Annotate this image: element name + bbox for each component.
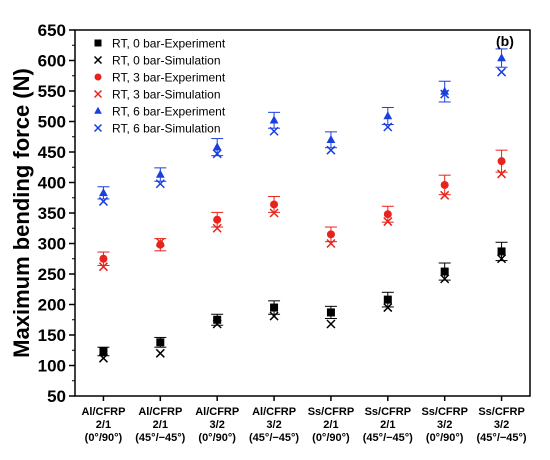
y-tick-label: 450: [38, 143, 66, 162]
data-point: [383, 217, 393, 227]
data-point: [326, 230, 335, 239]
x-tick-label: Al/CFRP 3/2 (0°/90°): [195, 406, 239, 444]
y-axis-label: Maximum bending force (N): [9, 68, 34, 358]
data-point: [383, 303, 393, 313]
legend-item: RT, 6 bar-Experiment: [94, 105, 226, 119]
y-tick-label: 600: [38, 52, 66, 71]
series-1: [97, 241, 508, 357]
x-tick-label: Ss/CFRP 3/2 (45°/−45°): [477, 406, 527, 444]
axes: 50 100 150 200 250 300 350 400 450 500 550 600 650 Al…: [38, 21, 531, 444]
y-tick-label: 650: [38, 21, 66, 40]
data-point: [383, 295, 392, 304]
legend-marker: [94, 39, 102, 47]
data-point: [440, 180, 449, 189]
data-point: [99, 254, 108, 263]
x-tick-label: Al/CFRP 3/2 (45°/−45°): [249, 406, 299, 444]
y-tick-label: 300: [38, 235, 66, 254]
data-point: [326, 238, 336, 249]
legend-label: RT, 6 bar-Simulation: [112, 122, 221, 136]
legend-marker: [93, 55, 103, 65]
legend-marker: [94, 106, 102, 114]
data-point: [440, 89, 450, 99]
data-point: [213, 215, 222, 224]
data-point: [440, 190, 450, 200]
legend-item: RT, 3 bar-Experiment: [94, 71, 226, 85]
data-point: [497, 247, 506, 256]
data-point: [212, 319, 222, 329]
data-point: [212, 142, 222, 151]
data-point: [440, 267, 449, 276]
data-point: [156, 240, 165, 249]
y-tick-label: 200: [38, 296, 66, 315]
legend-marker: [93, 89, 103, 99]
x-tick-label: Ss/CFRP 2/1 (0°/90°): [308, 406, 354, 444]
x-tick-label: Ss/CFRP 3/2 (0°/90°): [421, 406, 467, 444]
series-4: [98, 169, 507, 272]
data-point: [269, 311, 279, 321]
legend-label: RT, 0 bar-Experiment: [112, 37, 226, 51]
data-point: [155, 237, 165, 247]
data-point: [212, 223, 222, 233]
data-point: [326, 145, 336, 155]
series-5: [97, 48, 508, 200]
y-tick-label: 400: [38, 174, 66, 193]
data-point: [326, 135, 336, 143]
data-point: [270, 200, 279, 209]
legend: RT, 0 bar-Experiment RT, 0 bar-Simulation…: [93, 37, 226, 136]
data-point: [269, 115, 279, 124]
data-point: [99, 188, 108, 197]
data-point: [156, 338, 165, 347]
data-point: [99, 347, 108, 356]
data-point: [212, 149, 222, 159]
y-tick-label: 250: [38, 265, 66, 284]
data-point: [440, 274, 450, 284]
legend-item: RT, 6 bar-Simulation: [93, 122, 221, 136]
data-point: [98, 262, 108, 272]
y-tick-label: 500: [38, 113, 66, 132]
data-point: [497, 254, 507, 264]
legend-item: RT, 3 bar-Simulation: [93, 88, 221, 102]
data-point: [269, 208, 279, 218]
plot-frame: [74, 29, 531, 397]
data-point: [326, 319, 336, 329]
data-point: [98, 353, 108, 363]
y-tick-label: 100: [38, 357, 66, 376]
data-point: [269, 126, 279, 136]
y-tick-label: 50: [47, 387, 66, 406]
data-point: [497, 169, 507, 179]
legend-label: RT, 6 bar-Experiment: [112, 105, 226, 119]
data-point: [213, 315, 222, 324]
legend-label: RT, 3 bar-Simulation: [112, 88, 221, 102]
x-tick-label: Ss/CFRP 2/1 (45°/−45°): [363, 406, 413, 444]
legend-marker: [93, 123, 103, 133]
y-tick-label: 350: [38, 204, 66, 223]
legend-marker: [94, 73, 102, 81]
x-tick-label: Al/CFRP 2/1 (45°/−45°): [135, 406, 185, 444]
legend-item: RT, 0 bar-Experiment: [94, 37, 226, 51]
data-point: [155, 348, 165, 358]
data-point: [326, 308, 335, 317]
data-point: [270, 303, 279, 312]
legend-label: RT, 3 bar-Experiment: [112, 71, 226, 85]
data-point: [497, 53, 506, 62]
data-point: [497, 67, 507, 77]
data-points: [97, 48, 508, 363]
data-point: [383, 122, 393, 132]
x-tick-label: Al/CFRP 2/1 (0°/90°): [81, 406, 125, 444]
y-tick-label: 150: [38, 326, 66, 345]
panel-label: (b): [496, 33, 514, 49]
data-point: [383, 111, 393, 120]
series-2: [98, 254, 507, 363]
data-point: [155, 179, 165, 189]
data-point: [497, 157, 506, 166]
series-3: [97, 149, 508, 266]
y-tick-label: 550: [38, 82, 66, 101]
series-6: [98, 67, 507, 206]
legend-label: RT, 0 bar-Simulation: [112, 54, 221, 68]
legend-item: RT, 0 bar-Simulation: [93, 54, 221, 68]
data-point: [383, 210, 392, 219]
data-point: [98, 196, 108, 206]
data-point: [155, 169, 165, 178]
